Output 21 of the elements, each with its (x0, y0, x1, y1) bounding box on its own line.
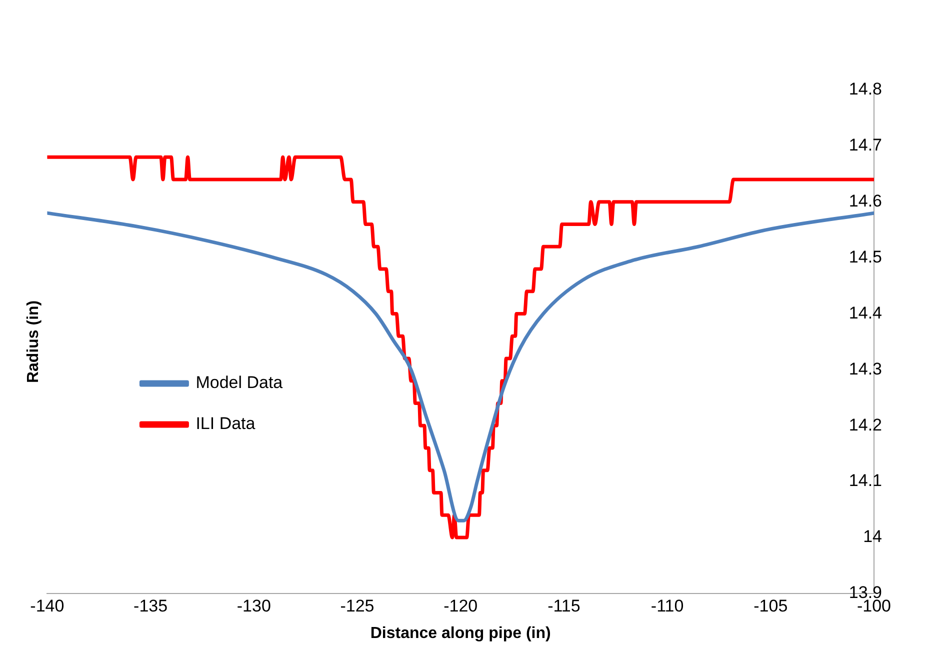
y-tick-label: 14.6 (848, 192, 882, 211)
y-tick-label: 14.4 (848, 303, 882, 322)
y-tick-label: 14.8 (848, 80, 882, 99)
y-tick-label: 14.3 (848, 359, 882, 378)
x-tick-label: -125 (340, 596, 374, 616)
x-tick-label: -140 (30, 596, 64, 616)
legend-label: ILI Data (196, 414, 256, 434)
x-axis-title: Distance along pipe (in) (370, 624, 551, 642)
y-tick-label: 14.1 (848, 471, 882, 490)
x-tick-label: -110 (650, 596, 684, 616)
x-tick-label: -115 (548, 596, 580, 616)
x-tick-label: -130 (236, 596, 271, 616)
y-tick-label: 14.2 (848, 415, 882, 434)
y-tick-label: 14 (863, 527, 882, 546)
x-tick-label: -120 (444, 596, 478, 616)
y-axis-title: Radius (in) (25, 300, 42, 384)
x-tick-label: -135 (134, 596, 168, 616)
y-tick-label: 14.7 (848, 136, 882, 155)
legend-label: Model Data (196, 373, 284, 392)
x-tick-label: -105 (754, 596, 788, 616)
y-tick-label: 14.5 (848, 247, 882, 266)
